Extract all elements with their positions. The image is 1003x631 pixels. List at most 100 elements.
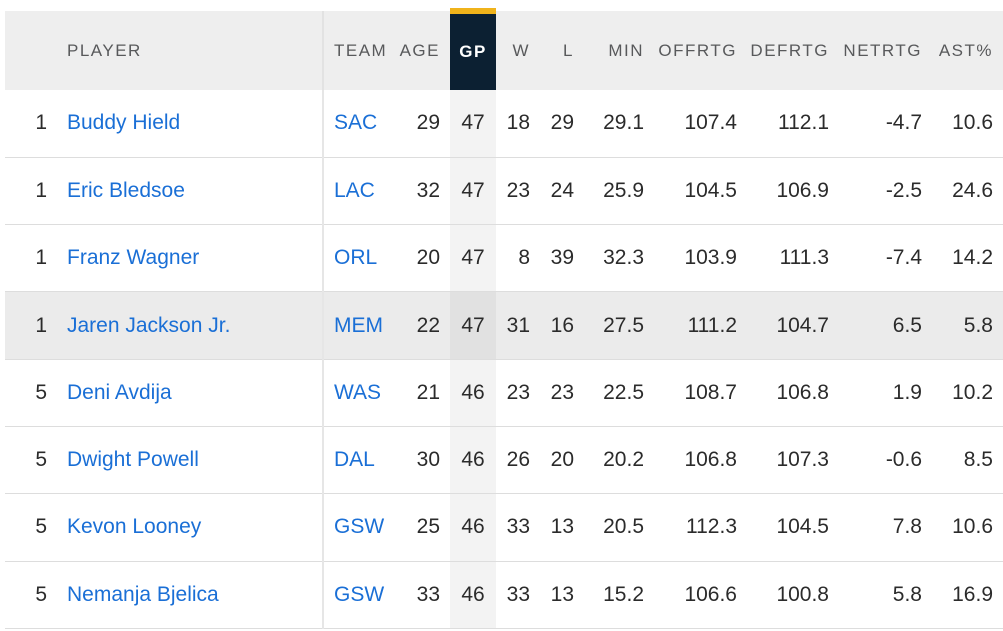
ast-pct-cell: 5.8 xyxy=(932,291,1003,360)
losses-cell: 13 xyxy=(540,561,584,629)
offrtg-cell: 104.5 xyxy=(654,157,747,226)
player-cell: Eric Bledsoe xyxy=(67,157,324,226)
losses-cell: 39 xyxy=(540,224,584,293)
ast-pct-cell: 10.6 xyxy=(932,493,1003,562)
min-cell: 27.5 xyxy=(584,291,654,360)
player-link[interactable]: Nemanja Bjelica xyxy=(67,582,219,606)
team-cell: MEM xyxy=(323,291,398,360)
team-cell: WAS xyxy=(323,359,398,427)
team-cell: LAC xyxy=(323,157,398,226)
wins-cell: 33 xyxy=(496,561,540,629)
defrtg-cell: 104.5 xyxy=(747,493,839,562)
min-cell: 22.5 xyxy=(584,359,654,427)
rank-cell: 5 xyxy=(5,359,67,427)
header-gp-sorted[interactable]: GP xyxy=(450,8,496,90)
team-link[interactable]: ORL xyxy=(334,246,378,270)
netrtg-cell: -7.4 xyxy=(839,224,932,293)
offrtg-cell: 103.9 xyxy=(654,224,747,293)
rank-cell: 1 xyxy=(5,90,67,158)
ast-pct-cell: 8.5 xyxy=(932,426,1003,495)
min-cell: 32.3 xyxy=(584,224,654,293)
rank-cell: 1 xyxy=(5,157,67,226)
netrtg-cell: 5.8 xyxy=(839,561,932,629)
wins-cell: 31 xyxy=(496,291,540,360)
player-link[interactable]: Deni Avdija xyxy=(67,380,172,404)
table-row: 1 Jaren Jackson Jr. MEM 22 47 31 16 27.5 111.2 10… xyxy=(5,291,1003,360)
offrtg-cell: 106.8 xyxy=(654,426,747,495)
rank-cell: 5 xyxy=(5,561,67,629)
losses-cell: 24 xyxy=(540,157,584,226)
header-ast-pct[interactable]: AST% xyxy=(932,11,1003,90)
team-link[interactable]: WAS xyxy=(334,380,382,404)
header-w[interactable]: W xyxy=(496,11,540,90)
player-link[interactable]: Kevon Looney xyxy=(67,515,202,539)
losses-cell: 29 xyxy=(540,90,584,158)
wins-cell: 23 xyxy=(496,359,540,427)
ast-pct-cell: 14.2 xyxy=(932,224,1003,293)
header-row: PLAYER TEAM AGE GP W L MIN OFFRTG DEFRTG… xyxy=(5,8,1003,90)
netrtg-cell: 6.5 xyxy=(839,291,932,360)
team-cell: GSW xyxy=(323,493,398,562)
age-cell: 25 xyxy=(398,493,450,562)
offrtg-cell: 111.2 xyxy=(654,291,747,360)
header-l[interactable]: L xyxy=(540,11,584,90)
netrtg-cell: -0.6 xyxy=(839,426,932,495)
header-defrtg[interactable]: DEFRTG xyxy=(747,11,839,90)
team-cell: DAL xyxy=(323,426,398,495)
ast-pct-cell: 24.6 xyxy=(932,157,1003,226)
offrtg-cell: 108.7 xyxy=(654,359,747,427)
table-body: 1 Buddy Hield SAC 29 47 18 29 29.1 107.4 112.1 -4.… xyxy=(5,90,1003,629)
team-link[interactable]: SAC xyxy=(334,111,378,135)
defrtg-cell: 104.7 xyxy=(747,291,839,360)
table-row: 5 Kevon Looney GSW 25 46 33 13 20.5 112.3 104.5 7.… xyxy=(5,493,1003,562)
player-cell: Kevon Looney xyxy=(67,493,324,562)
header-team[interactable]: TEAM xyxy=(323,11,398,90)
gp-cell: 46 xyxy=(450,561,496,629)
defrtg-cell: 106.8 xyxy=(747,359,839,427)
player-cell: Franz Wagner xyxy=(67,224,324,293)
header-min[interactable]: MIN xyxy=(584,11,654,90)
header-netrtg[interactable]: NETRTG xyxy=(839,11,932,90)
gp-cell: 47 xyxy=(450,157,496,226)
player-link[interactable]: Franz Wagner xyxy=(67,246,200,270)
player-link[interactable]: Jaren Jackson Jr. xyxy=(67,313,231,337)
team-cell: GSW xyxy=(323,561,398,629)
player-cell: Dwight Powell xyxy=(67,426,324,495)
rank-cell: 1 xyxy=(5,291,67,360)
team-link[interactable]: GSW xyxy=(334,582,385,606)
team-link[interactable]: MEM xyxy=(334,313,383,337)
min-cell: 29.1 xyxy=(584,90,654,158)
wins-cell: 23 xyxy=(496,157,540,226)
team-link[interactable]: DAL xyxy=(334,448,375,472)
netrtg-cell: 7.8 xyxy=(839,493,932,562)
team-link[interactable]: GSW xyxy=(334,515,385,539)
offrtg-cell: 112.3 xyxy=(654,493,747,562)
player-link[interactable]: Buddy Hield xyxy=(67,111,181,135)
age-cell: 20 xyxy=(398,224,450,293)
defrtg-cell: 111.3 xyxy=(747,224,839,293)
player-link[interactable]: Dwight Powell xyxy=(67,448,199,472)
header-offrtg[interactable]: OFFRTG xyxy=(654,11,747,90)
gp-cell: 46 xyxy=(450,359,496,427)
header-player[interactable]: PLAYER xyxy=(67,11,324,90)
losses-cell: 23 xyxy=(540,359,584,427)
netrtg-cell: 1.9 xyxy=(839,359,932,427)
netrtg-cell: -4.7 xyxy=(839,90,932,158)
age-cell: 32 xyxy=(398,157,450,226)
player-link[interactable]: Eric Bledsoe xyxy=(67,178,185,202)
player-stats-table: PLAYER TEAM AGE GP W L MIN OFFRTG DEFRTG… xyxy=(5,8,1003,629)
gp-cell: 46 xyxy=(450,426,496,495)
min-cell: 20.2 xyxy=(584,426,654,495)
rank-header xyxy=(5,11,67,90)
table-row: 5 Deni Avdija WAS 21 46 23 23 22.5 108.7 106.8 1.9… xyxy=(5,359,1003,427)
age-cell: 22 xyxy=(398,291,450,360)
team-link[interactable]: LAC xyxy=(334,178,375,202)
top-spacer xyxy=(0,0,1003,8)
table-row: 5 Dwight Powell DAL 30 46 26 20 20.2 106.8 107.3-… xyxy=(5,426,1003,495)
header-age[interactable]: AGE xyxy=(398,11,450,90)
defrtg-cell: 100.8 xyxy=(747,561,839,629)
min-cell: 20.5 xyxy=(584,493,654,562)
losses-cell: 13 xyxy=(540,493,584,562)
team-cell: ORL xyxy=(323,224,398,293)
gp-cell: 46 xyxy=(450,493,496,562)
